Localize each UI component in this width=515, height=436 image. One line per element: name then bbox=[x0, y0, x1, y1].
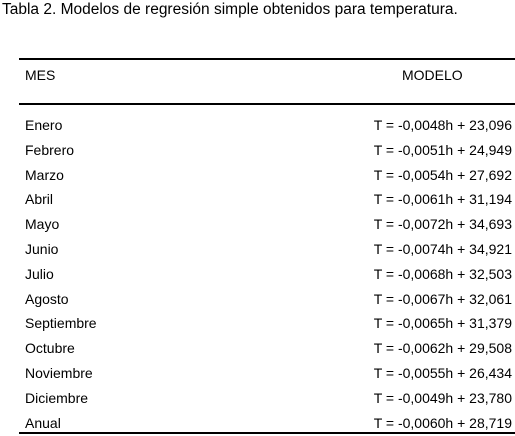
month-cell: Noviembre bbox=[25, 364, 93, 381]
month-cell: Febrero bbox=[25, 141, 75, 158]
model-cell: T = -0,0049h + 23,780 bbox=[373, 389, 512, 406]
table-header-rule bbox=[19, 103, 515, 105]
table-row: Diciembre T = -0,0049h + 23,780 bbox=[0, 387, 515, 412]
table-body: Enero T = -0,0048h + 23,096 Febrero T = … bbox=[0, 114, 515, 436]
table-bottom-rule bbox=[19, 432, 515, 434]
month-cell: Abril bbox=[25, 191, 54, 208]
model-cell: T = -0,0074h + 34,921 bbox=[373, 240, 512, 257]
table-row: Julio T = -0,0068h + 32,503 bbox=[0, 263, 515, 288]
model-cell: T = -0,0062h + 29,508 bbox=[373, 340, 512, 357]
month-cell: Octubre bbox=[25, 340, 75, 357]
month-cell: Marzo bbox=[25, 166, 64, 183]
month-cell: Julio bbox=[25, 265, 54, 282]
model-cell: T = -0,0067h + 32,061 bbox=[373, 290, 512, 307]
model-cell: T = -0,0054h + 27,692 bbox=[373, 166, 512, 183]
table-row: Septiembre T = -0,0065h + 31,379 bbox=[0, 312, 515, 337]
month-cell: Enero bbox=[25, 117, 63, 133]
model-cell: T = -0,0048h + 23,096 bbox=[373, 117, 512, 133]
model-cell: T = -0,0055h + 26,434 bbox=[373, 364, 512, 381]
table-row: Agosto T = -0,0067h + 32,061 bbox=[0, 288, 515, 313]
model-cell: T = -0,0051h + 24,949 bbox=[373, 141, 512, 158]
table-row: Abril T = -0,0061h + 31,194 bbox=[0, 188, 515, 213]
model-cell: T = -0,0061h + 31,194 bbox=[373, 191, 512, 208]
model-cell: T = -0,0072h + 34,693 bbox=[373, 216, 512, 233]
table-row: Noviembre T = -0,0055h + 26,434 bbox=[0, 362, 515, 387]
table-row: Marzo T = -0,0054h + 27,692 bbox=[0, 164, 515, 189]
model-cell: T = -0,0065h + 31,379 bbox=[373, 315, 512, 332]
table-row: Febrero T = -0,0051h + 24,949 bbox=[0, 139, 515, 164]
month-cell: Junio bbox=[25, 240, 59, 257]
column-header-modelo: MODELO bbox=[402, 67, 463, 83]
month-cell: Diciembre bbox=[25, 389, 89, 406]
month-cell: Septiembre bbox=[25, 315, 97, 332]
month-cell: Mayo bbox=[25, 216, 60, 233]
table-row: Mayo T = -0,0072h + 34,693 bbox=[0, 213, 515, 238]
table-caption: Tabla 2. Modelos de regresión simple obt… bbox=[2, 1, 458, 18]
table-top-rule bbox=[19, 58, 515, 60]
model-cell: T = -0,0060h + 28,719 bbox=[373, 414, 512, 431]
table-row: Octubre T = -0,0062h + 29,508 bbox=[0, 337, 515, 362]
table-row: Junio T = -0,0074h + 34,921 bbox=[0, 238, 515, 263]
month-cell: Anual bbox=[25, 414, 61, 431]
table-row: Enero T = -0,0048h + 23,096 bbox=[0, 114, 515, 139]
month-cell: Agosto bbox=[25, 290, 69, 307]
table-row: Anual T = -0,0060h + 28,719 bbox=[0, 412, 515, 436]
column-header-mes: MES bbox=[25, 67, 56, 83]
model-cell: T = -0,0068h + 32,503 bbox=[373, 265, 512, 282]
